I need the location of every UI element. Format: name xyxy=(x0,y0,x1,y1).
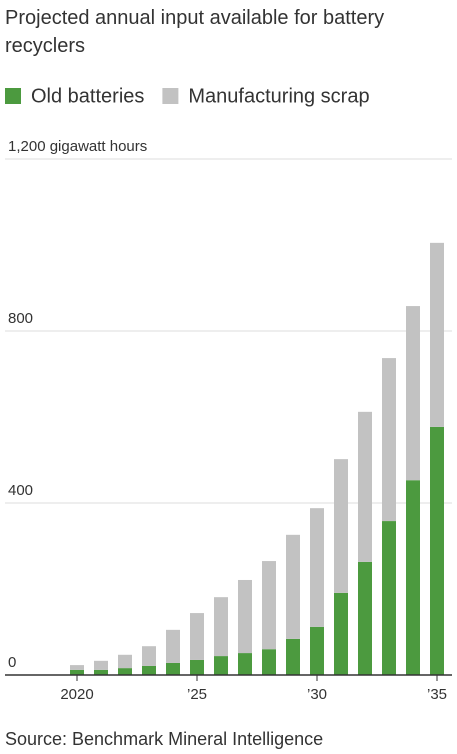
bar-segment xyxy=(358,561,372,675)
bar-segment xyxy=(190,613,204,660)
bar-segment xyxy=(94,669,108,675)
bar-segment xyxy=(358,411,372,562)
bar-segment xyxy=(334,459,348,593)
bar-segment xyxy=(262,561,276,650)
legend-swatch xyxy=(5,88,21,104)
bar-segment xyxy=(118,654,132,669)
bar-segment xyxy=(70,665,84,670)
x-tick-label: 2020 xyxy=(60,686,93,703)
bar-segment xyxy=(430,426,444,675)
bar-segment xyxy=(310,626,324,675)
bar-segment xyxy=(310,508,324,627)
bar-segment xyxy=(286,534,300,639)
legend-label: Old batteries xyxy=(31,85,144,107)
bar-segment xyxy=(70,669,84,675)
bar-segment xyxy=(166,662,180,675)
bar-segment xyxy=(406,306,420,481)
bar-segment xyxy=(334,592,348,675)
bar-segment xyxy=(214,597,228,657)
x-tick-label: ’35 xyxy=(427,686,447,703)
bar-segment xyxy=(94,660,108,670)
y-tick-label: 1,200 gigawatt hours xyxy=(8,138,147,155)
bar-segment xyxy=(190,659,204,675)
bar-segment xyxy=(238,653,252,675)
y-tick-label: 800 xyxy=(8,310,33,327)
y-tick-label: 0 xyxy=(8,654,16,671)
bar-segment xyxy=(430,242,444,427)
bar-segment xyxy=(166,629,180,663)
bar-segment xyxy=(406,480,420,675)
bar-segment xyxy=(142,665,156,675)
bar-segment xyxy=(382,521,396,675)
bar-segment xyxy=(262,649,276,675)
bar-segment xyxy=(214,656,228,675)
bar-segment xyxy=(286,638,300,675)
chart-title: Projected annual input available for bat… xyxy=(5,7,385,57)
bar-segment xyxy=(142,646,156,666)
x-tick-label: ’30 xyxy=(307,686,327,703)
y-tick-label: 400 xyxy=(8,482,33,499)
bar-segment xyxy=(382,358,396,522)
x-tick-label: ’25 xyxy=(187,686,207,703)
legend-swatch xyxy=(162,88,179,104)
legend-label: Manufacturing scrap xyxy=(188,85,369,107)
bar-segment xyxy=(118,668,132,675)
bar-segment xyxy=(238,579,252,654)
source: Source: Benchmark Mineral Intelligence xyxy=(5,729,323,749)
